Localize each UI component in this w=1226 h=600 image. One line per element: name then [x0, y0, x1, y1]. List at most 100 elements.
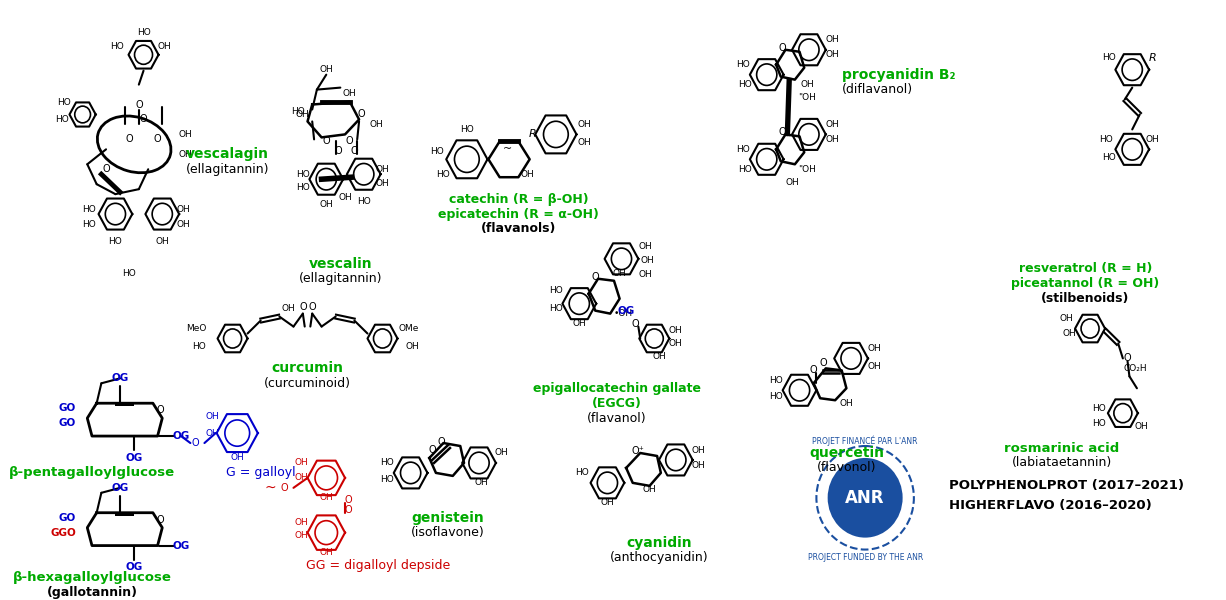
Text: O: O — [346, 136, 353, 146]
Text: O: O — [153, 134, 162, 145]
Text: O: O — [819, 358, 826, 368]
Text: OH: OH — [156, 238, 169, 247]
Text: O: O — [157, 405, 164, 415]
Text: O: O — [322, 136, 330, 146]
Text: (stilbenoids): (stilbenoids) — [1041, 292, 1129, 305]
Text: OH: OH — [1059, 314, 1074, 323]
Text: OH: OH — [825, 35, 840, 44]
Text: GO: GO — [59, 513, 76, 523]
Text: HO: HO — [769, 376, 783, 385]
Text: OG: OG — [125, 562, 142, 572]
Text: (labiataetannin): (labiataetannin) — [1011, 457, 1112, 469]
Text: OH: OH — [868, 362, 881, 371]
Text: piceatannol (R = OH): piceatannol (R = OH) — [1011, 277, 1160, 290]
Text: OH: OH — [179, 130, 192, 139]
Text: O: O — [779, 43, 787, 53]
Text: OH: OH — [177, 220, 190, 229]
Text: O: O — [309, 302, 316, 311]
Text: OH: OH — [474, 478, 488, 487]
Text: HO: HO — [575, 469, 588, 478]
Text: OH: OH — [1135, 422, 1149, 431]
Text: HO: HO — [430, 147, 444, 156]
Text: OH: OH — [177, 205, 190, 214]
Text: OH: OH — [801, 80, 814, 89]
Text: "OH: "OH — [798, 165, 817, 174]
Text: HO: HO — [1102, 153, 1116, 162]
Text: OH: OH — [577, 120, 591, 129]
Text: HO: HO — [1092, 419, 1106, 428]
Text: O: O — [157, 515, 164, 524]
Text: HO: HO — [436, 170, 450, 179]
Text: OH: OH — [691, 461, 705, 470]
Text: vescalagin: vescalagin — [185, 148, 268, 161]
Text: O⁺: O⁺ — [631, 446, 645, 456]
Text: OH: OH — [825, 135, 840, 144]
Text: OH: OH — [652, 352, 666, 361]
Text: O: O — [810, 365, 818, 376]
Text: ANR: ANR — [846, 489, 885, 507]
Text: HO: HO — [738, 80, 752, 89]
Text: HO: HO — [737, 60, 750, 69]
Text: OH: OH — [205, 428, 218, 437]
Text: "OH: "OH — [798, 93, 817, 102]
Text: OH: OH — [641, 256, 655, 265]
Text: OH: OH — [1063, 329, 1076, 338]
Text: ~: ~ — [265, 481, 276, 495]
Text: OH: OH — [868, 344, 881, 353]
Text: PROJECT FUNDED BY THE ANR: PROJECT FUNDED BY THE ANR — [808, 553, 923, 562]
Text: OG: OG — [125, 453, 142, 463]
Text: R: R — [528, 130, 536, 139]
Text: HO: HO — [82, 205, 96, 214]
Text: HO: HO — [110, 42, 124, 51]
Text: OH: OH — [294, 473, 308, 482]
Text: O: O — [102, 164, 110, 174]
Text: OH: OH — [230, 454, 244, 463]
Text: HO: HO — [292, 107, 305, 116]
Text: OH: OH — [282, 304, 295, 313]
Circle shape — [828, 458, 902, 538]
Text: OH: OH — [343, 89, 357, 98]
Text: MeO: MeO — [186, 324, 206, 333]
Text: HO: HO — [380, 458, 394, 467]
Text: (anthocyanidin): (anthocyanidin) — [609, 551, 709, 564]
Text: O: O — [281, 483, 288, 493]
Text: OH: OH — [320, 200, 333, 209]
Text: OH: OH — [320, 493, 333, 502]
Text: quercetin: quercetin — [809, 446, 884, 460]
Text: HO: HO — [123, 269, 136, 278]
Text: β-hexagalloylglucose: β-hexagalloylglucose — [12, 571, 172, 584]
Text: cyanidin: cyanidin — [626, 536, 691, 550]
Text: OH: OH — [369, 120, 383, 129]
Text: O: O — [591, 272, 600, 282]
Text: OH: OH — [294, 531, 308, 540]
Text: HO: HO — [1100, 135, 1113, 144]
Text: (diflavanol): (diflavanol) — [842, 83, 913, 96]
Text: O: O — [428, 445, 436, 455]
Text: HO: HO — [1102, 53, 1116, 62]
Text: OH: OH — [294, 458, 308, 467]
Text: catechin (R = β-OH): catechin (R = β-OH) — [449, 193, 588, 206]
Text: HO: HO — [769, 392, 783, 401]
Text: epicatechin (R = α-OH): epicatechin (R = α-OH) — [438, 208, 598, 221]
Text: OH: OH — [642, 485, 656, 494]
Text: (ellagitannin): (ellagitannin) — [299, 272, 383, 285]
Text: HO: HO — [136, 28, 151, 37]
Text: OH: OH — [375, 179, 390, 188]
Text: O: O — [135, 100, 142, 110]
Polygon shape — [115, 513, 134, 516]
Text: O: O — [631, 319, 639, 329]
Text: ~: ~ — [503, 145, 511, 154]
Text: resveratrol (R = H): resveratrol (R = H) — [1019, 262, 1152, 275]
Text: OH: OH — [320, 65, 333, 74]
Text: O: O — [1124, 353, 1132, 364]
Text: HO: HO — [295, 182, 310, 191]
Text: OG: OG — [173, 541, 190, 551]
Text: HO: HO — [737, 145, 750, 154]
Text: OH: OH — [338, 193, 352, 202]
Text: PROJET FINANCÉ PAR L'ANR: PROJET FINANCÉ PAR L'ANR — [813, 436, 918, 446]
Text: OH: OH — [638, 242, 652, 251]
Text: OG: OG — [112, 373, 129, 383]
Text: OH: OH — [785, 178, 799, 187]
Text: OH: OH — [601, 498, 614, 507]
Text: rosmarinic acid: rosmarinic acid — [1004, 442, 1119, 455]
